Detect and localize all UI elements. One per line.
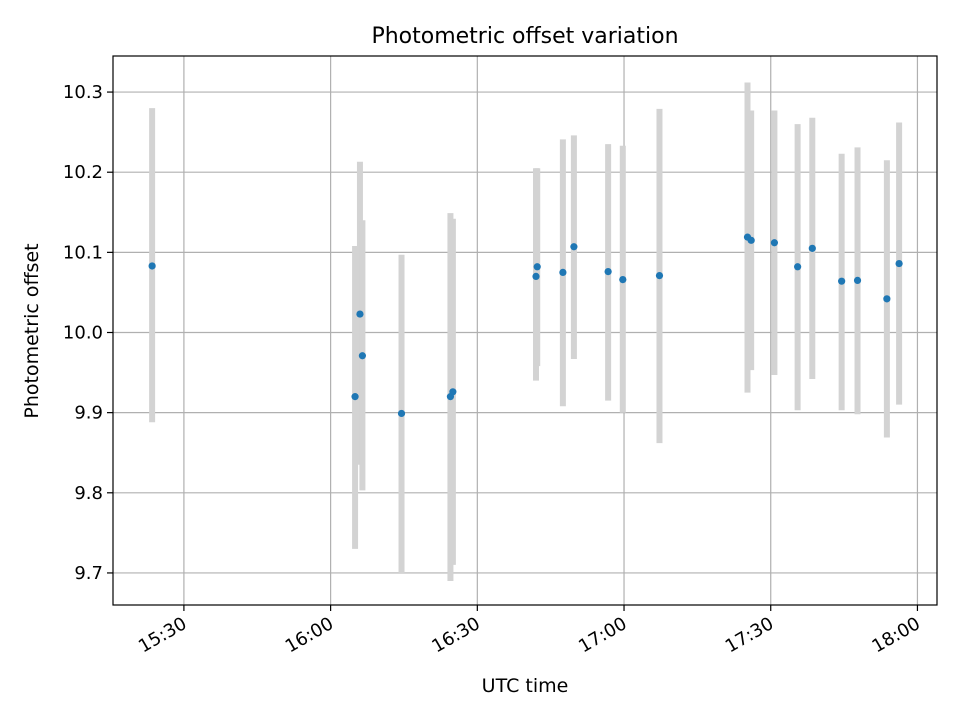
data-point: [351, 393, 359, 401]
data-point: [148, 262, 156, 270]
y-tick-label: 10.2: [63, 162, 103, 183]
data-point: [883, 295, 891, 303]
data-point: [808, 244, 816, 252]
y-tick-label: 9.8: [74, 483, 103, 504]
data-point: [655, 272, 664, 280]
data-point: [895, 259, 903, 268]
data-point: [838, 277, 846, 285]
data-point: [449, 388, 457, 396]
data-point: [770, 239, 779, 247]
y-tick-label: 10.1: [63, 242, 103, 263]
y-tick-label: 9.7: [74, 563, 103, 584]
data-point: [604, 267, 612, 276]
data-point: [532, 272, 540, 281]
y-axis-ticks: 9.7 9.8 9.9 10.0 10.1 10.2 10.3: [63, 82, 113, 584]
y-tick-label: 10.0: [63, 323, 103, 344]
data-point: [559, 268, 567, 276]
data-point: [794, 263, 802, 271]
data-point: [853, 276, 862, 285]
data-point: [747, 236, 755, 244]
data-point: [356, 310, 364, 318]
y-tick-label: 10.3: [63, 82, 103, 103]
data-point: [533, 263, 541, 271]
data-point: [397, 409, 406, 418]
plot-frame: [112, 55, 938, 606]
y-tick-label: 9.9: [74, 403, 103, 424]
data-point: [570, 243, 578, 251]
data-point: [358, 352, 367, 360]
x-axis-label: UTC time: [482, 675, 569, 697]
data-points: [148, 233, 903, 418]
data-point: [619, 276, 627, 284]
y-axis-label: Photometric offset: [21, 243, 43, 418]
chart-title: Photometric offset variation: [371, 24, 678, 49]
